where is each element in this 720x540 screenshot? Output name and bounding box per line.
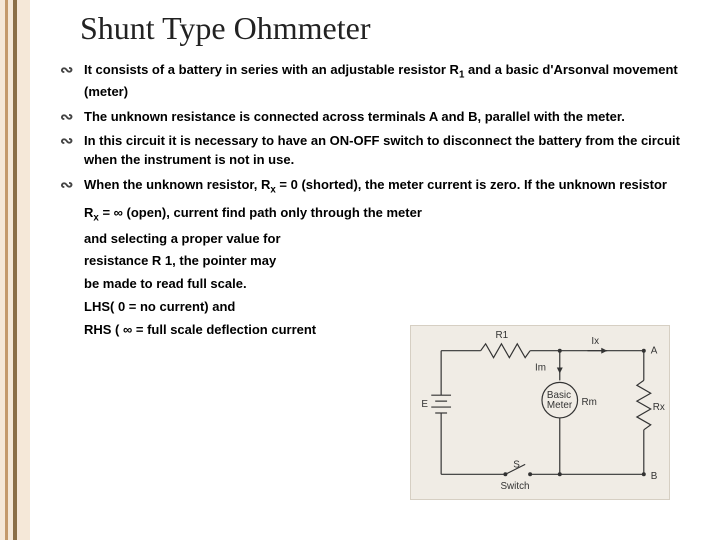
bullet-3-text: In this circuit it is necessary to have … bbox=[84, 133, 680, 167]
line-4: be made to read full scale. bbox=[60, 275, 700, 294]
label-meter: Meter bbox=[547, 400, 573, 411]
bullet-1-pre: It consists of a battery in series with … bbox=[84, 62, 459, 77]
label-s: S bbox=[513, 459, 520, 470]
bullet-1: It consists of a battery in series with … bbox=[84, 61, 700, 102]
bullet-3: In this circuit it is necessary to have … bbox=[84, 132, 700, 170]
bullet-4: When the unknown resistor, Rx = 0 (short… bbox=[84, 176, 700, 198]
line-2: and selecting a proper value for bbox=[60, 230, 700, 249]
label-rx: Rx bbox=[653, 402, 665, 413]
content-area: It consists of a battery in series with … bbox=[40, 61, 700, 340]
label-a: A bbox=[651, 346, 658, 357]
stripe-line-2 bbox=[13, 0, 17, 540]
label-rm: Rm bbox=[582, 397, 597, 408]
line-rx-open: Rx = ∞ (open), current find path only th… bbox=[60, 204, 700, 226]
l1-post: = ∞ (open), current find path only throu… bbox=[99, 205, 422, 220]
label-b: B bbox=[651, 471, 658, 482]
label-im: Im bbox=[535, 362, 546, 373]
stripe-line-1 bbox=[5, 0, 8, 540]
slide-content: Shunt Type Ohmmeter It consists of a bat… bbox=[40, 10, 700, 520]
bullet-list: It consists of a battery in series with … bbox=[60, 61, 700, 198]
decorative-left-stripe bbox=[0, 0, 30, 540]
circuit-diagram: R1 Ix A Im Basic Meter Rm bbox=[410, 325, 670, 500]
bullet-2: The unknown resistance is connected acro… bbox=[84, 108, 700, 127]
l1-pre: R bbox=[84, 205, 93, 220]
line-3: resistance R 1, the pointer may bbox=[60, 252, 700, 271]
bullet-4-pre: When the unknown resistor, R bbox=[84, 177, 270, 192]
label-e: E bbox=[421, 399, 428, 410]
bullet-4-post: = 0 (shorted), the meter current is zero… bbox=[276, 177, 667, 192]
label-switch: Switch bbox=[500, 481, 529, 492]
label-ix: Ix bbox=[591, 336, 599, 347]
page-title: Shunt Type Ohmmeter bbox=[40, 10, 700, 47]
line-5: LHS( 0 = no current) and bbox=[60, 298, 700, 317]
label-r1: R1 bbox=[496, 330, 509, 341]
bullet-2-text: The unknown resistance is connected acro… bbox=[84, 109, 625, 124]
